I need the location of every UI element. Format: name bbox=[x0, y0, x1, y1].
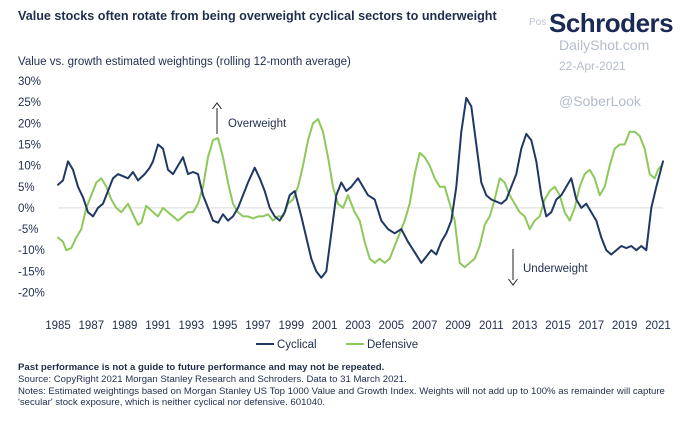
underweight-label: Underweight bbox=[523, 263, 588, 275]
brand-prefix: Pos bbox=[529, 17, 547, 28]
y-tick-label: -20% bbox=[18, 288, 45, 300]
y-tick-label: 20% bbox=[18, 118, 41, 130]
series-layer bbox=[57, 96, 664, 279]
line-chart: 30%25%20%15%10%5%0%-5%-10%-15%-20% 1985 1… bbox=[18, 76, 671, 351]
x-tick-label: 1997 bbox=[245, 320, 271, 332]
annotations: Overweight Underweight bbox=[212, 102, 588, 286]
x-tick-label: 2007 bbox=[412, 320, 438, 332]
footer-notes: Notes: Estimated weightings based on Mor… bbox=[18, 385, 665, 409]
x-tick-label: 2019 bbox=[612, 320, 638, 332]
y-tick-label: 25% bbox=[18, 97, 41, 109]
watermark-date: 22-Apr-2021 bbox=[559, 59, 626, 73]
footer-source: Source: CopyRight 2021 Morgan Stanley Re… bbox=[18, 374, 407, 386]
y-axis: 30% 25% 20% 15% 10% 5% 0% -5% -10% -15% -20% bbox=[18, 76, 45, 300]
series-line-cyclical bbox=[57, 96, 664, 279]
schroders-logo: Schroders bbox=[549, 8, 674, 38]
legend-label-cyclical: Cyclical bbox=[277, 339, 317, 351]
footer: Past performance is not a guide to futur… bbox=[18, 362, 688, 409]
legend: Cyclical Defensive bbox=[256, 339, 418, 351]
x-tick-label: 2005 bbox=[379, 320, 405, 332]
y-tick-label: -10% bbox=[18, 245, 45, 257]
x-tick-label: 2013 bbox=[512, 320, 538, 332]
overweight-arrowhead bbox=[212, 102, 222, 110]
y-tick-label: 0% bbox=[18, 203, 35, 215]
y-tick-label: 30% bbox=[18, 76, 41, 88]
x-tick-label: 1985 bbox=[45, 320, 71, 332]
watermark-site: DailyShot.com bbox=[559, 37, 650, 53]
y-tick-label: 5% bbox=[18, 182, 35, 194]
underweight-arrowhead bbox=[508, 278, 518, 286]
x-tick-label: 2021 bbox=[645, 320, 671, 332]
x-tick-label: 1987 bbox=[79, 320, 105, 332]
y-tick-label: 10% bbox=[18, 161, 41, 173]
x-tick-label: 2001 bbox=[312, 320, 338, 332]
x-tick-label: 2009 bbox=[445, 320, 471, 332]
x-tick-label: 2011 bbox=[479, 320, 504, 332]
x-tick-label: 1991 bbox=[145, 320, 171, 332]
x-tick-label: 2015 bbox=[545, 320, 571, 332]
x-axis: 1985 1987 1989 1991 1993 1995 1997 1999 2001 2003… bbox=[45, 320, 671, 332]
chart-subtitle: Value vs. growth estimated weightings (r… bbox=[18, 56, 351, 68]
legend-label-defensive: Defensive bbox=[367, 339, 418, 351]
y-tick-label: -5% bbox=[18, 224, 38, 236]
footer-disclaimer: Past performance is not a guide to futur… bbox=[18, 362, 385, 373]
watermark-handle: @SoberLook bbox=[559, 93, 641, 109]
overweight-label: Overweight bbox=[228, 118, 287, 130]
x-tick-label: 1993 bbox=[179, 320, 205, 332]
x-tick-label: 2017 bbox=[579, 320, 605, 332]
x-tick-label: 1995 bbox=[212, 320, 238, 332]
y-tick-label: -15% bbox=[18, 266, 45, 278]
y-tick-label: 15% bbox=[18, 139, 41, 151]
x-tick-label: 1989 bbox=[112, 320, 138, 332]
x-tick-label: 1999 bbox=[279, 320, 305, 332]
series-line-defensive bbox=[57, 118, 663, 269]
x-tick-label: 2003 bbox=[345, 320, 371, 332]
chart-title: Value stocks often rotate from being ove… bbox=[18, 9, 497, 23]
